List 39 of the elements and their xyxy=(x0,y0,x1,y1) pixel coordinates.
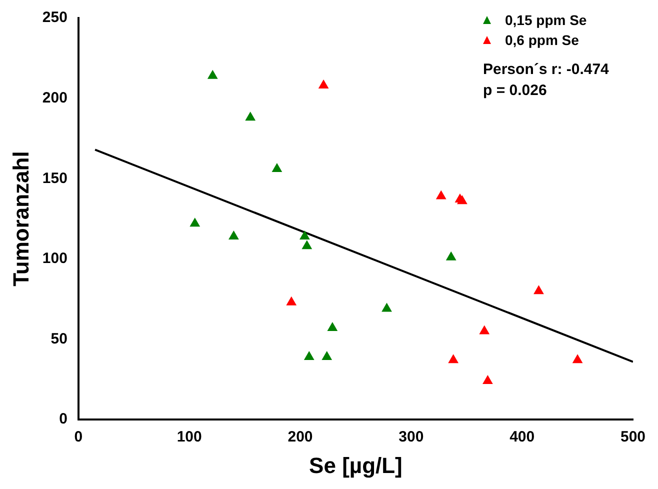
point xyxy=(318,80,328,88)
point xyxy=(286,296,296,306)
x-tick-label: 300 xyxy=(398,428,424,446)
point xyxy=(246,112,256,121)
legend-label: 0,6 ppm Se xyxy=(505,32,580,48)
y-tick-label: 100 xyxy=(42,250,68,268)
annotation: Person´s r: -0.474 xyxy=(483,61,610,78)
point xyxy=(322,351,332,360)
point xyxy=(304,351,314,360)
y-tick-label: 0 xyxy=(59,410,68,428)
point xyxy=(446,252,456,260)
x-axis-title: Se [µg/L] xyxy=(309,452,402,478)
point xyxy=(272,164,282,172)
legend-label: 0,15 ppm Se xyxy=(505,12,587,28)
x-tick-label: 0 xyxy=(74,428,83,446)
point xyxy=(457,196,468,204)
point xyxy=(228,230,239,240)
point xyxy=(448,354,458,364)
point xyxy=(190,218,200,227)
point xyxy=(300,230,310,240)
y-tick-label: 200 xyxy=(42,89,68,106)
x-tick-label: 400 xyxy=(510,428,535,446)
point xyxy=(480,326,490,334)
point xyxy=(572,354,582,364)
y-axis-title: Tumoranzahl xyxy=(8,151,34,286)
point xyxy=(302,240,312,250)
point xyxy=(482,376,493,384)
y-tick-label: 250 xyxy=(42,9,68,26)
y-tick-label: 150 xyxy=(42,170,68,187)
point xyxy=(208,70,218,79)
point xyxy=(382,303,392,312)
x-tick-label: 100 xyxy=(176,428,202,446)
point xyxy=(436,190,446,200)
point xyxy=(328,322,338,332)
y-tick-label: 50 xyxy=(50,330,68,348)
x-tick-label: 200 xyxy=(288,428,313,446)
point xyxy=(534,286,544,294)
annotation: p = 0.026 xyxy=(483,82,547,99)
x-tick-label: 500 xyxy=(620,428,646,446)
